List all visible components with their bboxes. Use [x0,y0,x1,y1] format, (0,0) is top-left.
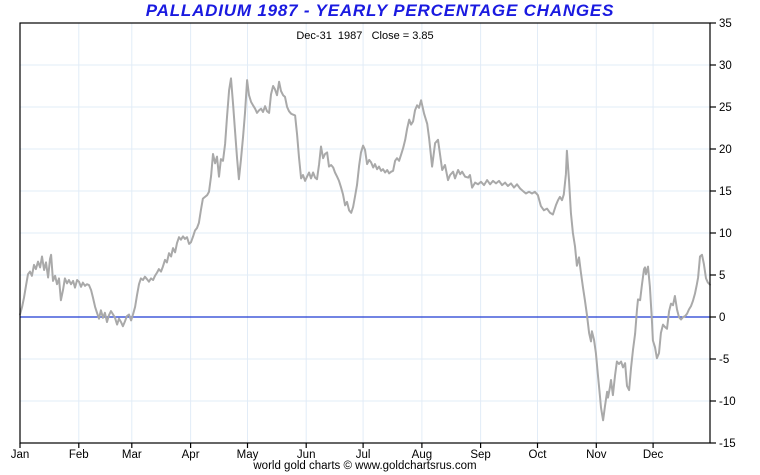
x-tick-label: Apr [182,449,200,461]
y-tick-label: -15 [719,438,736,450]
x-tick-label: Feb [69,449,89,461]
x-tick-label: Sep [470,449,490,461]
y-tick-label: 35 [719,18,732,30]
x-tick-label: Mar [122,449,142,461]
x-tick-label: Nov [586,449,607,461]
x-tick-label: Jul [356,449,371,461]
footer-credit: world gold charts © www.goldchartsrus.co… [253,460,477,472]
x-tick-label: Oct [529,449,548,461]
x-tick-label: Dec [643,449,664,461]
y-tick-label: 20 [719,144,732,156]
x-tick-label: Jun [297,449,316,461]
x-tick-label: May [237,449,259,461]
y-tick-label: 15 [719,186,732,198]
chart-title: PALLADIUM 1987 - YEARLY PERCENTAGE CHANG… [145,1,615,20]
y-tick-label: 30 [719,60,732,72]
palladium-series-line [19,77,711,422]
y-tick-label: -10 [719,396,736,408]
x-tick-label: Jan [11,449,30,461]
chart-subtitle: Dec-31 1987 Close = 3.85 [296,30,434,42]
y-tick-label: -5 [719,354,729,366]
x-tick-label: Aug [412,449,432,461]
y-tick-label: 0 [719,312,725,324]
y-tick-label: 25 [719,102,732,114]
y-tick-label: 10 [719,228,732,240]
y-tick-label: 5 [719,270,725,282]
